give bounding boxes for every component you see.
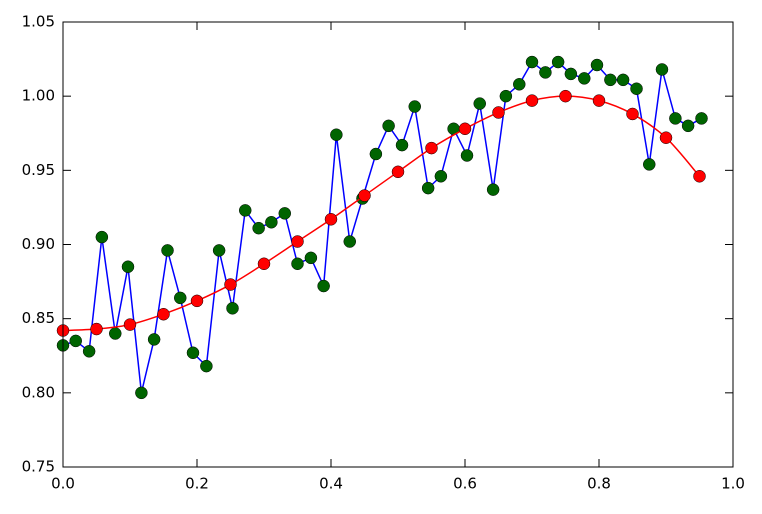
- x-tick-label: 0.6: [453, 475, 477, 493]
- data-point: [200, 359, 213, 373]
- data-point: [408, 100, 421, 113]
- data-point: [190, 294, 204, 308]
- data-point: [226, 302, 239, 315]
- data-point: [90, 322, 103, 336]
- data-point: [513, 78, 526, 91]
- plot-frame: [62, 21, 734, 468]
- data-point: [157, 307, 170, 321]
- y-tick-label: 1.00: [22, 87, 55, 105]
- x-tick-label: 0.4: [319, 475, 343, 493]
- data-point: [291, 235, 304, 248]
- data-point: [82, 345, 96, 358]
- x-tick-label: 0.0: [51, 475, 75, 493]
- data-point: [123, 318, 137, 331]
- data-point: [186, 346, 200, 360]
- data-point: [291, 257, 304, 271]
- x-tick-label: 0.2: [185, 475, 209, 493]
- plot-area: [63, 22, 733, 467]
- data-point: [669, 112, 682, 125]
- data-point: [330, 128, 343, 141]
- data-point: [324, 213, 338, 226]
- data-point: [525, 55, 539, 69]
- data-point: [525, 94, 539, 107]
- data-point: [486, 183, 500, 196]
- data-point: [559, 89, 572, 103]
- data-point: [265, 216, 278, 229]
- data-point: [551, 55, 565, 69]
- data-point: [95, 230, 109, 244]
- data-point: [564, 67, 578, 81]
- data-point: [693, 170, 706, 183]
- data-point: [343, 235, 357, 248]
- y-tick-label: 0.85: [22, 309, 55, 327]
- data-point: [421, 181, 435, 195]
- data-point: [147, 333, 161, 346]
- data-point: [499, 89, 513, 103]
- data-point: [391, 165, 405, 179]
- data-point: [630, 82, 643, 95]
- data-point: [174, 291, 187, 305]
- data-point: [121, 260, 135, 273]
- data-point: [109, 327, 122, 340]
- data-point: [539, 66, 552, 79]
- data-point: [616, 73, 630, 87]
- data-point: [317, 279, 330, 293]
- y-tick-label: 0.75: [22, 458, 55, 476]
- y-tick-label: 0.90: [22, 235, 55, 253]
- data-point: [655, 63, 669, 76]
- data-point: [434, 170, 448, 183]
- x-tick-label: 1.0: [721, 475, 745, 493]
- data-point: [278, 207, 292, 220]
- data-point: [161, 244, 174, 257]
- data-point: [358, 189, 371, 202]
- x-tick-label: 0.8: [587, 475, 611, 493]
- data-point: [695, 112, 708, 125]
- data-point: [252, 221, 265, 235]
- data-point: [69, 334, 82, 348]
- data-point: [578, 72, 591, 85]
- data-point: [681, 119, 695, 133]
- data-point: [135, 386, 148, 400]
- data-point: [492, 106, 505, 119]
- data-point: [212, 244, 226, 257]
- data-point: [304, 251, 318, 265]
- y-tick-label: 0.80: [22, 383, 55, 401]
- data-point: [473, 97, 486, 110]
- data-point: [592, 94, 606, 107]
- y-tick-label: 0.95: [22, 161, 55, 179]
- data-point: [382, 119, 395, 133]
- data-point: [369, 147, 383, 161]
- data-point: [238, 204, 252, 217]
- data-point: [458, 122, 472, 136]
- data-point: [604, 73, 617, 87]
- data-point: [224, 278, 237, 291]
- data-point: [425, 141, 438, 155]
- y-tick-label: 1.05: [22, 13, 55, 31]
- data-point: [257, 257, 271, 271]
- data-point: [643, 158, 656, 171]
- data-point: [659, 131, 673, 144]
- data-point: [590, 58, 604, 72]
- data-point: [626, 107, 639, 121]
- data-point: [460, 149, 474, 162]
- data-point: [395, 138, 409, 152]
